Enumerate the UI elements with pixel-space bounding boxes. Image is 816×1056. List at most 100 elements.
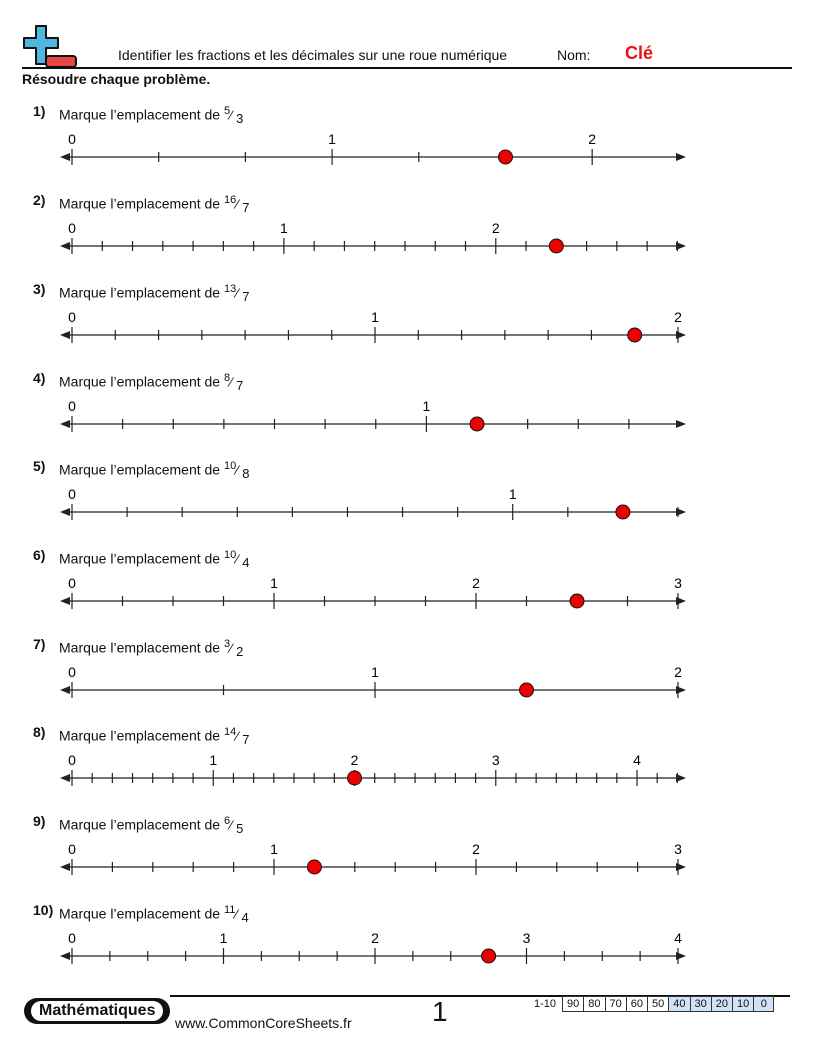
answer-dot (548, 238, 564, 254)
problem-number: 7) (33, 636, 46, 652)
prompt-text: Marque l’emplacement de (59, 905, 221, 922)
fraction-numerator: 5 (223, 105, 231, 117)
problem-prompt: Marque l’emplacement de 11⁄ 4 (59, 904, 249, 925)
problem-number: 8) (33, 724, 46, 740)
svg-text:0: 0 (68, 131, 76, 147)
problem-prompt: Marque l’emplacement de 10⁄ 4 (59, 549, 250, 570)
plus-minus-logo-icon (23, 25, 77, 68)
problem-number: 3) (33, 281, 46, 297)
score-cell: 80 (584, 996, 606, 1012)
website-link[interactable]: www.CommonCoreSheets.fr (175, 1015, 352, 1031)
fraction-denominator: 7 (242, 199, 250, 215)
fraction-denominator: 3 (236, 110, 244, 126)
svg-text:3: 3 (674, 841, 682, 857)
number-line[interactable]: 0 1 2 (0, 656, 816, 706)
instructions: Résoudre chaque problème. (22, 71, 211, 87)
problem-number: 10) (33, 902, 54, 918)
svg-text:2: 2 (588, 131, 596, 147)
problem-prompt: Marque l’emplacement de 10⁄ 8 (59, 460, 250, 481)
fraction-numerator: 14 (223, 726, 237, 738)
svg-text:4: 4 (674, 930, 682, 946)
svg-text:2: 2 (351, 752, 359, 768)
fraction-numerator: 8 (223, 372, 231, 384)
fraction-numerator: 16 (223, 194, 237, 206)
number-line[interactable]: 0 1 2 3 4 (0, 922, 816, 972)
svg-text:4: 4 (633, 752, 641, 768)
fraction-numerator: 11 (223, 904, 236, 916)
svg-text:3: 3 (492, 752, 500, 768)
score-cell: 60 (626, 996, 649, 1012)
svg-text:0: 0 (68, 220, 76, 236)
prompt-text: Marque l’emplacement de (59, 816, 221, 833)
prompt-text: Marque l’emplacement de (59, 284, 221, 301)
svg-text:1: 1 (270, 841, 278, 857)
svg-text:1: 1 (270, 575, 278, 591)
answer-dot (569, 593, 585, 609)
score-cell: 0 (754, 996, 775, 1012)
svg-text:0: 0 (68, 752, 76, 768)
answer-dot (347, 770, 363, 786)
fraction-denominator: 4 (241, 909, 249, 925)
answer-dot (615, 504, 631, 520)
score-cell: 40 (669, 996, 691, 1012)
number-line[interactable]: 0 1 2 3 (0, 833, 816, 883)
problem-prompt: Marque l’emplacement de 5⁄ 3 (59, 105, 244, 126)
problem-number: 2) (33, 192, 46, 208)
svg-text:1: 1 (209, 752, 217, 768)
svg-text:2: 2 (371, 930, 379, 946)
score-table: 1-10 90 80 70 60 50 40 30 20 10 0 (534, 996, 775, 1012)
problem-prompt: Marque l’emplacement de 13⁄ 7 (59, 283, 250, 304)
prompt-text: Marque l’emplacement de (59, 550, 221, 567)
number-line[interactable]: 0 1 2 (0, 212, 816, 262)
svg-text:2: 2 (492, 220, 500, 236)
svg-text:2: 2 (674, 664, 682, 680)
svg-text:0: 0 (68, 930, 76, 946)
svg-text:0: 0 (68, 841, 76, 857)
svg-text:2: 2 (472, 575, 480, 591)
problem-number: 4) (33, 370, 46, 386)
svg-text:3: 3 (674, 575, 682, 591)
answer-dot (469, 416, 485, 432)
problem-prompt: Marque l’emplacement de 14⁄ 7 (59, 726, 250, 747)
answer-dot (627, 327, 643, 343)
problem-number: 6) (33, 547, 46, 563)
problem-prompt: Marque l’emplacement de 16⁄ 7 (59, 194, 250, 215)
svg-text:1: 1 (280, 220, 288, 236)
problem-prompt: Marque l’emplacement de 6⁄ 5 (59, 815, 244, 836)
prompt-text: Marque l’emplacement de (59, 106, 221, 123)
number-line[interactable]: 0 1 2 3 4 (0, 744, 816, 794)
fraction-numerator: 10 (223, 460, 237, 472)
svg-text:2: 2 (472, 841, 480, 857)
prompt-text: Marque l’emplacement de (59, 461, 221, 478)
fraction-numerator: 3 (223, 638, 231, 650)
fraction-denominator: 4 (242, 554, 250, 570)
fraction-numerator: 13 (223, 283, 237, 295)
problem-prompt: Marque l’emplacement de 3⁄ 2 (59, 638, 244, 659)
number-line[interactable]: 0 1 2 (0, 301, 816, 351)
fraction-denominator: 7 (236, 377, 244, 393)
score-cell: 10 (733, 996, 755, 1012)
svg-text:0: 0 (68, 486, 76, 502)
svg-text:3: 3 (523, 930, 531, 946)
svg-text:1: 1 (371, 664, 379, 680)
svg-text:0: 0 (68, 309, 76, 325)
problem-prompt: Marque l’emplacement de 8⁄ 7 (59, 372, 244, 393)
fraction-denominator: 7 (242, 288, 250, 304)
score-cell: 50 (648, 996, 670, 1012)
answer-dot (519, 682, 534, 698)
name-label: Nom: (557, 47, 591, 63)
svg-text:0: 0 (68, 575, 76, 591)
subject-badge: Mathématiques (24, 998, 171, 1024)
header-divider (22, 67, 792, 69)
prompt-text: Marque l’emplacement de (59, 373, 221, 390)
number-line[interactable]: 0 1 2 (0, 123, 816, 173)
fraction-denominator: 5 (236, 820, 244, 836)
number-line[interactable]: 0 1 2 3 (0, 567, 816, 617)
answer-key-label: Clé (625, 43, 654, 63)
answer-dot (497, 149, 513, 165)
fraction-denominator: 7 (242, 731, 250, 747)
prompt-text: Marque l’emplacement de (59, 195, 221, 212)
footer-divider (170, 995, 790, 997)
